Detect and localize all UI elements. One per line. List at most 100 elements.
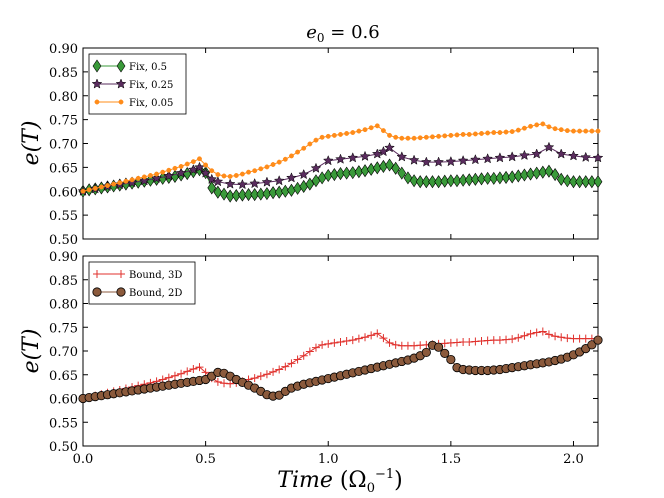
data-point	[361, 333, 370, 342]
data-point	[569, 175, 578, 189]
data-point	[359, 150, 371, 161]
data-point	[336, 167, 345, 181]
data-point	[287, 359, 296, 368]
data-point	[397, 166, 407, 180]
data-point	[446, 354, 456, 365]
panel-top: 0.50 0.55 0.60 0.65 0.70 0.75 0.80 0.85 0.90 Fix…	[49, 42, 604, 248]
data-point	[117, 180, 123, 186]
data-point	[258, 166, 264, 172]
data-point	[550, 167, 560, 182]
y-tick-label: 0.70	[49, 138, 78, 153]
x-tick-label: 1.5	[441, 452, 462, 467]
data-point	[252, 168, 258, 174]
data-point	[423, 134, 429, 140]
data-point	[147, 173, 153, 178]
data-point	[483, 171, 493, 185]
chart-title: e0 = 0.6	[306, 22, 379, 45]
data-point	[318, 340, 327, 349]
data-point	[433, 156, 444, 167]
data-point	[189, 365, 198, 374]
data-point	[299, 179, 309, 194]
data-point	[219, 187, 229, 201]
legend-box	[88, 261, 196, 305]
data-point	[325, 133, 331, 139]
y-axis-ticks: 0.50 0.55 0.60 0.65 0.70 0.75 0.80 0.85 0.90	[49, 250, 598, 455]
data-point	[477, 172, 486, 186]
data-point	[342, 166, 351, 180]
data-point	[374, 123, 380, 129]
y-tick-label: 0.80	[49, 90, 78, 105]
data-point	[464, 173, 474, 187]
data-point	[575, 175, 584, 189]
data-point	[557, 333, 566, 342]
data-point	[299, 351, 308, 360]
data-point	[319, 134, 325, 140]
legend-marker	[117, 270, 125, 278]
y-tick-label: 0.70	[49, 345, 78, 360]
legend-entry: Fix, 0.25	[129, 80, 173, 91]
data-point	[371, 148, 383, 159]
data-point	[92, 185, 98, 191]
data-point	[276, 159, 282, 165]
data-point	[177, 369, 186, 378]
data-point	[540, 121, 546, 127]
y-tick-label: 0.50	[49, 440, 78, 455]
data-point	[408, 154, 420, 165]
data-point	[175, 167, 187, 178]
data-point	[592, 152, 604, 163]
legend-marker	[118, 99, 124, 105]
legend-marker	[116, 287, 126, 297]
data-point	[268, 186, 278, 200]
data-point	[286, 172, 297, 183]
data-point	[393, 134, 399, 140]
data-point	[307, 141, 313, 147]
y-tick-label: 0.75	[49, 321, 78, 336]
data-point	[593, 335, 603, 345]
data-point	[311, 343, 320, 352]
data-point	[491, 130, 497, 135]
y-tick-label: 0.65	[49, 161, 78, 176]
data-point	[233, 173, 239, 178]
data-point	[141, 174, 147, 180]
data-point	[417, 135, 423, 141]
data-point	[571, 128, 576, 134]
data-point	[380, 128, 386, 134]
data-point	[538, 327, 547, 336]
legend-marker	[91, 78, 103, 89]
x-tick-label: 0.5	[195, 452, 216, 467]
data-point	[273, 175, 285, 186]
data-point	[250, 374, 259, 383]
data-point	[194, 161, 205, 172]
data-point	[215, 172, 221, 177]
y-tick-label: 0.75	[49, 114, 78, 129]
data-point	[373, 329, 382, 338]
data-point	[138, 175, 150, 186]
y-axis-label-top: e(T)	[19, 121, 44, 166]
data-point	[593, 175, 603, 189]
data-point	[80, 188, 86, 194]
data-point	[577, 128, 583, 134]
data-point	[331, 132, 337, 138]
data-point	[212, 176, 224, 187]
data-point	[531, 148, 543, 159]
data-point	[249, 177, 261, 189]
data-point	[170, 371, 179, 380]
data-point	[293, 181, 302, 195]
data-point	[338, 131, 343, 137]
data-point	[501, 170, 511, 184]
data-point	[405, 135, 411, 141]
data-point	[111, 181, 117, 187]
data-point	[497, 130, 503, 135]
data-point	[197, 156, 202, 162]
data-point	[213, 377, 222, 386]
data-point	[336, 337, 345, 346]
data-point	[310, 162, 322, 173]
y-tick-label: 0.60	[49, 393, 78, 408]
data-point	[448, 132, 454, 138]
data-point	[460, 131, 466, 137]
data-point	[564, 128, 570, 134]
data-point	[344, 131, 350, 136]
data-point	[568, 150, 579, 161]
legend-marker	[94, 99, 100, 105]
